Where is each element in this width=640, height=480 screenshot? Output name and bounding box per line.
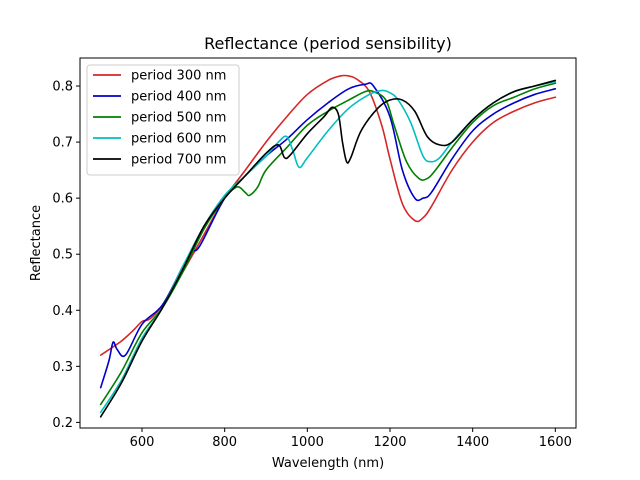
x-axis-ticks: 600 800 1000 1200 1400 1600 [130, 428, 572, 450]
y-axis-label: Reflectance [29, 205, 44, 281]
y-tick-label: 0.4 [52, 304, 73, 319]
x-axis-label: Wavelength (nm) [272, 456, 384, 471]
y-tick-label: 0.8 [52, 80, 73, 95]
x-tick-label: 1000 [291, 435, 324, 450]
legend-label-4: period 600 nm [131, 132, 226, 147]
series-line-2 [99, 82, 557, 389]
series-line-3 [99, 82, 557, 406]
legend: period 300 nm period 400 nm period 500 nm p… [86, 64, 240, 176]
legend-label-1: period 300 nm [131, 69, 226, 84]
legend-box [86, 64, 240, 176]
series-line-5 [99, 79, 557, 418]
legend-label-3: period 500 nm [131, 111, 226, 126]
chart-title: Reflectance (period sensibility) [204, 34, 452, 53]
x-tick-label: 1200 [373, 435, 406, 450]
legend-label-2: period 400 nm [131, 90, 226, 105]
y-tick-label: 0.5 [52, 248, 73, 263]
y-tick-label: 0.6 [52, 192, 73, 207]
y-tick-label: 0.7 [52, 136, 73, 151]
y-axis-ticks: 0.2 0.3 0.4 0.5 0.6 0.7 0.8 [52, 80, 80, 431]
x-tick-label: 1400 [456, 435, 489, 450]
legend-label-5: period 700 nm [131, 153, 226, 168]
plot-area-frame [79, 57, 577, 429]
x-tick-label: 800 [212, 435, 237, 450]
x-tick-label: 1600 [539, 435, 572, 450]
series-layer [99, 74, 557, 418]
y-tick-label: 0.2 [52, 416, 73, 431]
x-tick-label: 600 [130, 435, 155, 450]
y-tick-label: 0.3 [52, 360, 73, 375]
